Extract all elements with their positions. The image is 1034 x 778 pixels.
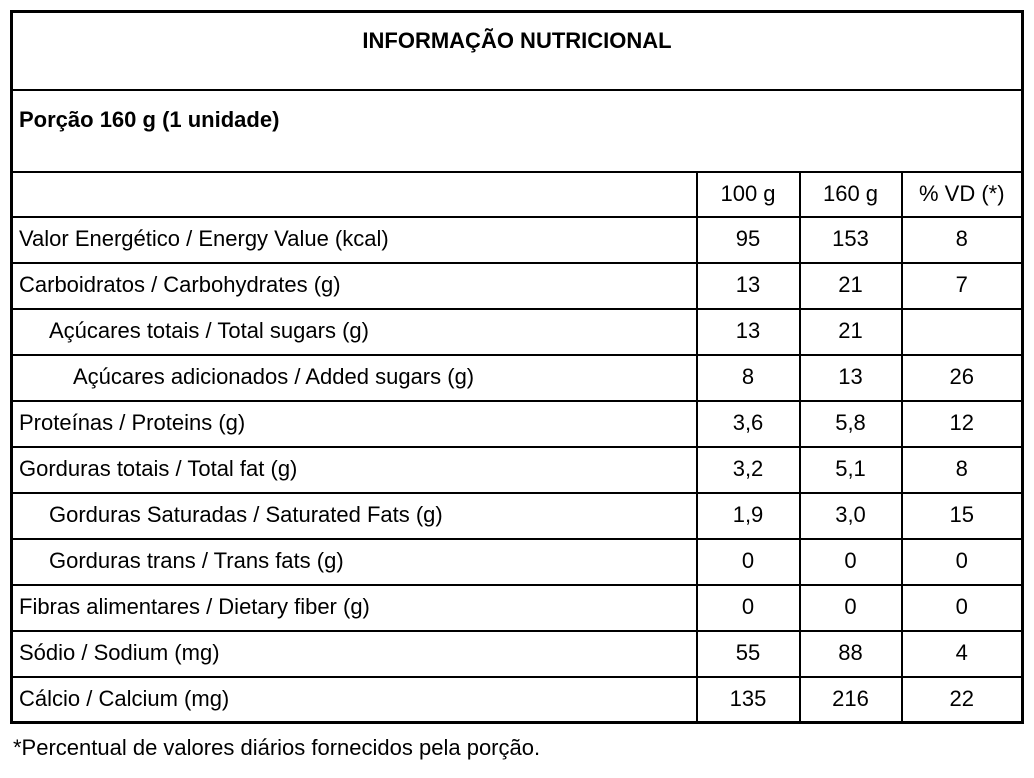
serving-size: Porção 160 g (1 unidade) — [10, 88, 1024, 173]
table-title: INFORMAÇÃO NUTRICIONAL — [10, 10, 1024, 91]
col-header-vd: % VD (*) — [900, 170, 1024, 218]
value-160g: 0 — [798, 583, 903, 632]
value-160g: 88 — [798, 629, 903, 678]
value-100g: 3,2 — [695, 445, 801, 494]
value-vd — [900, 307, 1024, 356]
table-row: Valor Energético / Energy Value (kcal) 9… — [10, 215, 1024, 264]
value-160g: 21 — [798, 261, 903, 310]
column-header-row: 100 g 160 g % VD (*) — [10, 170, 1024, 218]
value-100g: 135 — [695, 675, 801, 724]
value-vd: 4 — [900, 629, 1024, 678]
daily-values-footnote: *Percentual de valores diários fornecido… — [13, 735, 541, 760]
value-160g: 0 — [798, 537, 903, 586]
value-vd: 26 — [900, 353, 1024, 402]
row-label: Valor Energético / Energy Value (kcal) — [10, 215, 698, 264]
value-100g: 13 — [695, 307, 801, 356]
col-header-100g: 100 g — [695, 170, 801, 218]
value-100g: 8 — [695, 353, 801, 402]
table-row: Açúcares adicionados / Added sugars (g) … — [10, 353, 1024, 402]
value-100g: 55 — [695, 629, 801, 678]
value-160g: 5,8 — [798, 399, 903, 448]
value-vd: 12 — [900, 399, 1024, 448]
nutrition-table: INFORMAÇÃO NUTRICIONAL Porção 160 g (1 u… — [10, 10, 1025, 724]
row-label: Carboidratos / Carbohydrates (g) — [10, 261, 698, 310]
value-100g: 0 — [695, 583, 801, 632]
row-label: Gorduras totais / Total fat (g) — [10, 445, 698, 494]
title-row: INFORMAÇÃO NUTRICIONAL — [10, 10, 1024, 91]
value-vd: 15 — [900, 491, 1024, 540]
value-vd: 22 — [900, 675, 1024, 724]
row-label: Açúcares adicionados / Added sugars (g) — [10, 353, 698, 402]
table-row: Carboidratos / Carbohydrates (g) 13 21 7 — [10, 261, 1024, 310]
value-160g: 21 — [798, 307, 903, 356]
table-row: Gorduras Saturadas / Saturated Fats (g) … — [10, 491, 1024, 540]
value-vd: 8 — [900, 215, 1024, 264]
value-160g: 5,1 — [798, 445, 903, 494]
row-label: Gorduras trans / Trans fats (g) — [10, 537, 698, 586]
col-header-160g: 160 g — [798, 170, 903, 218]
serving-row: Porção 160 g (1 unidade) — [10, 88, 1024, 173]
value-100g: 3,6 — [695, 399, 801, 448]
value-vd: 0 — [900, 583, 1024, 632]
value-160g: 153 — [798, 215, 903, 264]
value-vd: 7 — [900, 261, 1024, 310]
row-label: Sódio / Sodium (mg) — [10, 629, 698, 678]
col-header-empty — [10, 170, 698, 218]
value-100g: 95 — [695, 215, 801, 264]
row-label: Fibras alimentares / Dietary fiber (g) — [10, 583, 698, 632]
value-vd: 8 — [900, 445, 1024, 494]
value-160g: 3,0 — [798, 491, 903, 540]
value-100g: 13 — [695, 261, 801, 310]
row-label: Cálcio / Calcium (mg) — [10, 675, 698, 724]
table-row: Fibras alimentares / Dietary fiber (g) 0… — [10, 583, 1024, 632]
row-label: Gorduras Saturadas / Saturated Fats (g) — [10, 491, 698, 540]
table-row: Sódio / Sodium (mg) 55 88 4 — [10, 629, 1024, 678]
value-160g: 13 — [798, 353, 903, 402]
table-row: Gorduras trans / Trans fats (g) 0 0 0 — [10, 537, 1024, 586]
table-row: Açúcares totais / Total sugars (g) 13 21 — [10, 307, 1024, 356]
table-row: Cálcio / Calcium (mg) 135 216 22 — [10, 675, 1024, 724]
value-100g: 0 — [695, 537, 801, 586]
table-row: Gorduras totais / Total fat (g) 3,2 5,1 … — [10, 445, 1024, 494]
value-160g: 216 — [798, 675, 903, 724]
row-label: Proteínas / Proteins (g) — [10, 399, 698, 448]
row-label: Açúcares totais / Total sugars (g) — [10, 307, 698, 356]
value-100g: 1,9 — [695, 491, 801, 540]
value-vd: 0 — [900, 537, 1024, 586]
table-row: Proteínas / Proteins (g) 3,6 5,8 12 — [10, 399, 1024, 448]
